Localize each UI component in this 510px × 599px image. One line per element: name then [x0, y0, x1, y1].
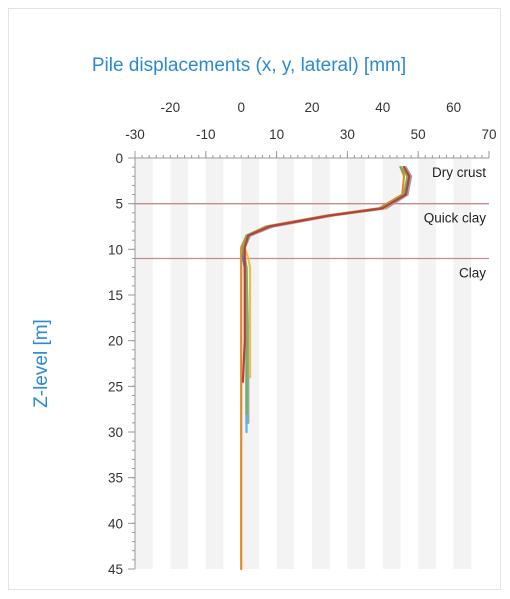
- layer-boundaries: [135, 203, 489, 260]
- y-tick-label: 20: [108, 334, 123, 349]
- y-tick-label: 10: [108, 242, 123, 257]
- x-tick-label: -30: [125, 127, 145, 142]
- x-tick-label: 70: [481, 127, 496, 142]
- y-tick-label: 45: [108, 562, 123, 577]
- y-axis-label: Z-level [m]: [31, 319, 52, 408]
- y-tick-label: 0: [115, 151, 123, 166]
- grid-band: [312, 158, 330, 569]
- grid-band: [170, 158, 189, 569]
- y-tick-label: 15: [108, 288, 123, 303]
- grid-band: [135, 158, 153, 569]
- chart-title: Pile displacements (x, y, lateral) [mm]: [92, 55, 406, 76]
- y-tick-label: 25: [108, 379, 123, 394]
- x-tick-label: 50: [411, 127, 426, 142]
- x-tick-label: 30: [340, 127, 355, 142]
- grid-band: [382, 158, 401, 569]
- axes: -30 -10 10 30 50 70 -20 0 20 40 60 0 5 10 15 20 25 30 35 40…: [108, 100, 497, 577]
- y-tick-label: 30: [108, 425, 123, 440]
- x-top-tick-label: -20: [161, 100, 181, 115]
- chart-svg: Pile displacements (x, y, lateral) [mm] …: [31, 55, 497, 577]
- x-top-tick-label: 60: [446, 100, 461, 115]
- layer-label: Clay: [459, 265, 486, 280]
- y-tick-label: 35: [108, 471, 123, 486]
- data-series: [240, 166, 413, 571]
- grid-band: [347, 158, 366, 569]
- x-tick-label: -10: [196, 127, 216, 142]
- x-top-tick-label: 0: [237, 100, 245, 115]
- x-top-tick-label: 40: [375, 100, 390, 115]
- x-tick-label: 10: [269, 127, 284, 142]
- grid-band: [205, 158, 224, 569]
- y-tick-label: 5: [115, 197, 123, 212]
- y-tick-label: 40: [108, 516, 123, 531]
- chart-panel: Pile displacements (x, y, lateral) [mm] …: [8, 8, 501, 590]
- layer-labels: Dry crust Quick clay Clay: [424, 165, 487, 280]
- grid-band: [453, 158, 472, 569]
- layer-label: Dry crust: [432, 165, 486, 180]
- grid-band: [276, 158, 295, 569]
- x-top-tick-label: 20: [304, 100, 319, 115]
- series-line: [241, 166, 411, 383]
- grid-band: [418, 158, 436, 569]
- layer-label: Quick clay: [424, 211, 487, 226]
